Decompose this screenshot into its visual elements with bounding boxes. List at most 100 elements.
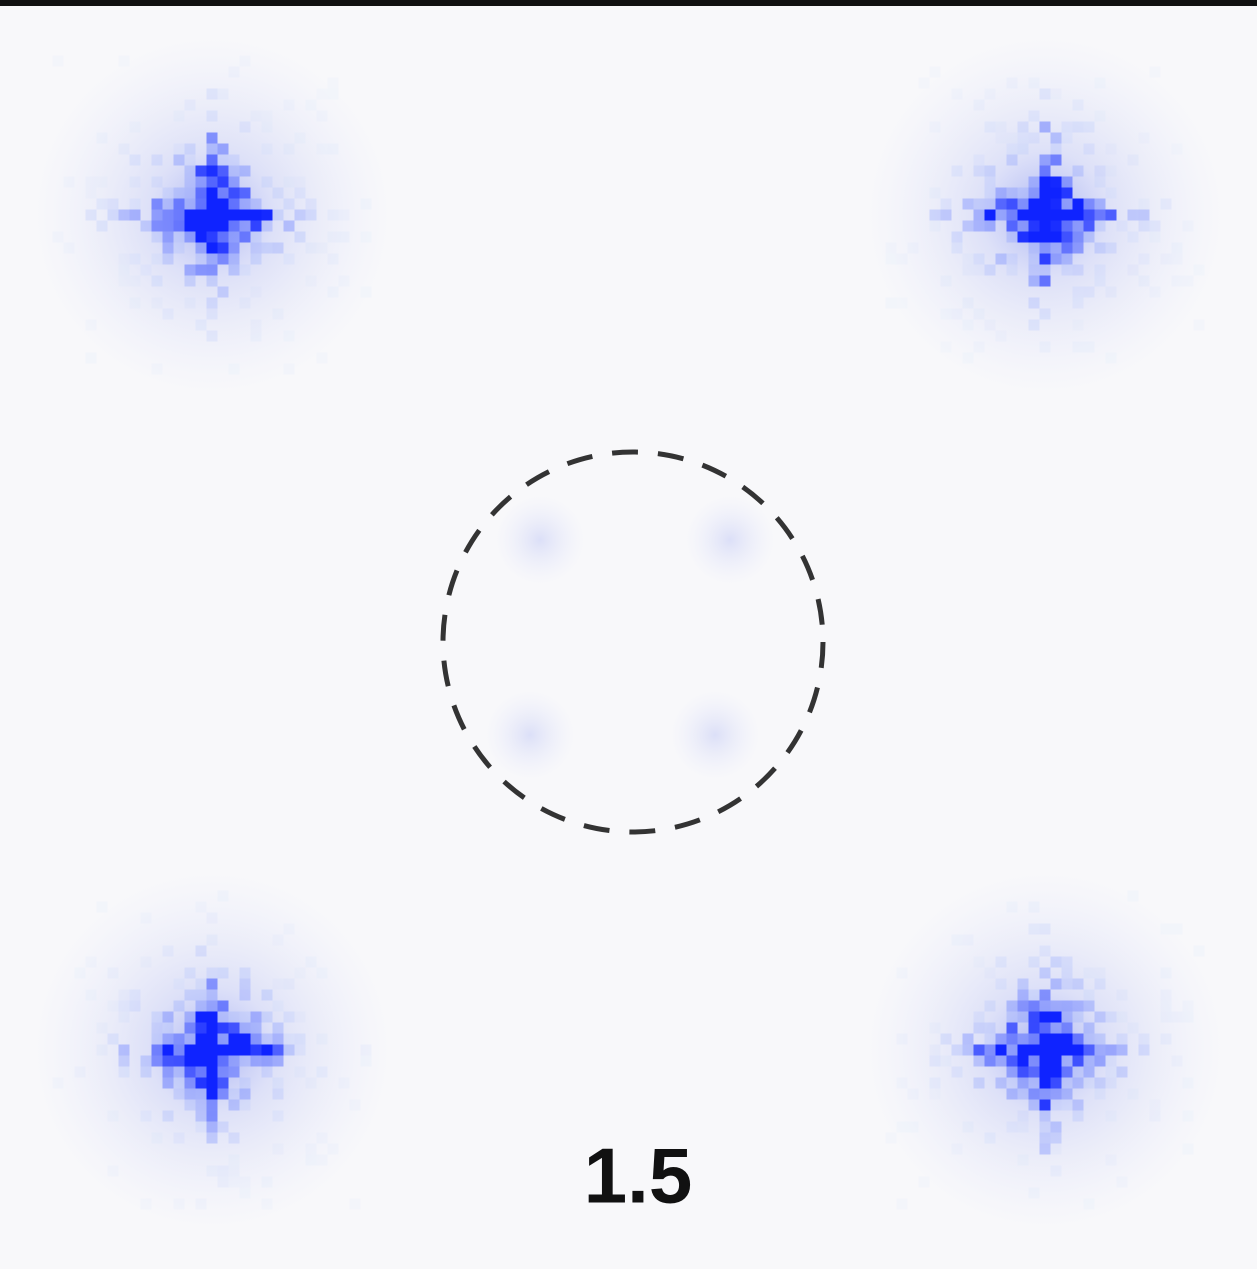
spot-pixel — [1083, 341, 1095, 353]
spot-pixel — [140, 264, 152, 276]
spot-pixel — [195, 901, 207, 913]
spot-pixel — [1039, 1077, 1051, 1089]
faint-spot — [495, 495, 585, 585]
spot-pixel — [206, 154, 218, 166]
spot-pixel — [984, 1055, 996, 1067]
spot-pixel — [1072, 319, 1084, 331]
spot-pixel — [327, 286, 339, 298]
spot-pixel — [261, 176, 273, 188]
spot-pixel — [1006, 264, 1018, 276]
spot-pixel — [1039, 231, 1051, 243]
spot-pixel — [1039, 1044, 1051, 1056]
spot-pixel — [1028, 187, 1040, 199]
spot-pixel — [929, 121, 941, 133]
spot-pixel — [1050, 1033, 1062, 1045]
spot-pixel — [1083, 1000, 1095, 1012]
panel-label: 1.5 — [584, 1132, 692, 1220]
spot-pixel — [1105, 1066, 1117, 1078]
spot-pixel — [195, 1121, 207, 1133]
spot-pixel — [151, 297, 163, 309]
spot-pixel — [85, 352, 97, 364]
spot-pixel — [1105, 1044, 1117, 1056]
spot-pixel — [228, 1099, 240, 1111]
spot-pixel — [1105, 1154, 1117, 1166]
spot-pixel — [929, 1055, 941, 1067]
spot-pixel — [327, 231, 339, 243]
spot-pixel — [1006, 198, 1018, 210]
spot-pixel — [184, 1011, 196, 1023]
spot-pixel — [184, 967, 196, 979]
spot-pixel — [1094, 242, 1106, 254]
spot-pixel — [151, 1022, 163, 1034]
spot-pixel — [1094, 1044, 1106, 1056]
spot-pixel — [118, 275, 130, 287]
spot-pixel — [140, 1198, 152, 1210]
spot-pixel — [173, 1044, 185, 1056]
spot-pixel — [184, 231, 196, 243]
spot-pixel — [995, 978, 1007, 990]
spot-pixel — [1039, 1011, 1051, 1023]
spot-pixel — [1017, 198, 1029, 210]
spot-pixel — [184, 1033, 196, 1045]
spot-pixel — [195, 1000, 207, 1012]
spot-pixel — [1171, 143, 1183, 155]
spot-pixel — [206, 88, 218, 100]
spot-pixel — [1083, 143, 1095, 155]
spot-pixel — [272, 1055, 284, 1067]
spot-pixel — [1017, 143, 1029, 155]
spot-pixel — [217, 1044, 229, 1056]
spot-pixel — [962, 1121, 974, 1133]
spot-pixel — [1072, 1011, 1084, 1023]
spot-pixel — [228, 66, 240, 78]
spot-pixel — [316, 143, 328, 155]
spot-pixel — [1050, 1132, 1062, 1144]
spot-pixel — [184, 1022, 196, 1034]
spot-pixel — [261, 110, 273, 122]
spot-pixel — [1028, 231, 1040, 243]
spot-pixel — [206, 143, 218, 155]
spot-pixel — [1028, 1011, 1040, 1023]
spot-pixel — [96, 901, 108, 913]
spot-pixel — [907, 1121, 919, 1133]
spot-pixel — [1149, 1110, 1161, 1122]
spot-pixel — [206, 1066, 218, 1078]
spot-pixel — [173, 1077, 185, 1089]
spot-pixel — [206, 1110, 218, 1122]
spot-pixel — [316, 352, 328, 364]
spot-pixel — [250, 253, 262, 265]
spot-pixel — [1006, 154, 1018, 166]
spot-pixel — [1083, 1055, 1095, 1067]
spot-pixel — [907, 242, 919, 254]
spot-pixel — [1061, 1000, 1073, 1012]
spot-pixel — [272, 1110, 284, 1122]
spot-pixel — [1050, 88, 1062, 100]
spot-pixel — [360, 1055, 372, 1067]
spot-pixel — [1006, 1077, 1018, 1089]
spot-pixel — [184, 989, 196, 1001]
spot-pixel — [184, 264, 196, 276]
spot-pixel — [1138, 209, 1150, 221]
spot-pixel — [173, 242, 185, 254]
spot-pixel — [151, 1055, 163, 1067]
spot-pixel — [118, 55, 130, 67]
spot-pixel — [1072, 99, 1084, 111]
spot-pixel — [239, 297, 251, 309]
spot-pixel — [272, 1143, 284, 1155]
spot-pixel — [1105, 1110, 1117, 1122]
spot-pixel — [63, 242, 75, 254]
spot-pixel — [929, 1077, 941, 1089]
spot-pixel — [1138, 220, 1150, 232]
spot-pixel — [1072, 978, 1084, 990]
spot-pixel — [1028, 1077, 1040, 1089]
spot-pixel — [1006, 1000, 1018, 1012]
spot-pixel — [162, 1055, 174, 1067]
spot-pixel — [973, 1011, 985, 1023]
spot-pixel — [206, 198, 218, 210]
spot-pixel — [1160, 989, 1172, 1001]
spot-pixel — [206, 1077, 218, 1089]
spot-pixel — [305, 242, 317, 254]
spot-pixel — [1083, 220, 1095, 232]
spot-pixel — [217, 967, 229, 979]
spot-pixel — [327, 88, 339, 100]
spot-pixel — [140, 912, 152, 924]
